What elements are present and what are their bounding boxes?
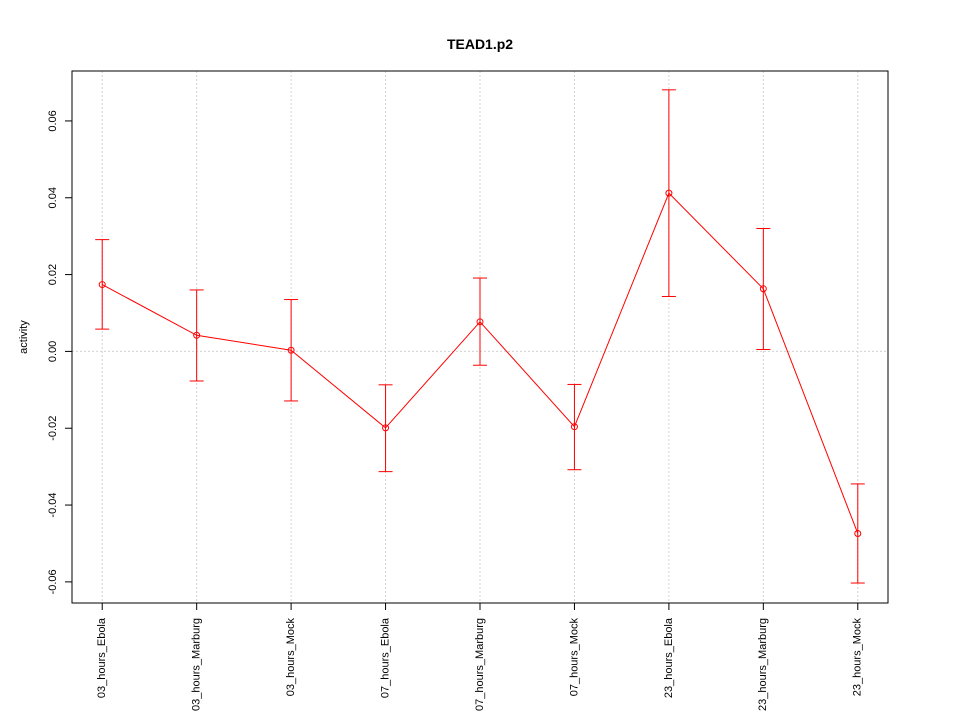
y-tick-label: 0.06 <box>47 110 59 131</box>
data-point <box>665 189 673 197</box>
x-tick-label: 03_hours_Mock <box>285 618 297 697</box>
data-point <box>759 285 767 293</box>
x-axis: 03_hours_Ebola 03_hours_Marburg 03_hours_M… <box>96 602 864 711</box>
y-tick-label: 0.00 <box>47 341 59 362</box>
y-tick-label: 0.02 <box>47 264 59 285</box>
data-point <box>476 318 484 326</box>
y-tick-label: -0.02 <box>47 416 59 441</box>
x-tick-label: 07_hours_Ebola <box>379 617 391 698</box>
series <box>95 89 865 584</box>
x-tick-label: 03_hours_Ebola <box>96 617 108 698</box>
x-tick-label: 23_hours_Ebola <box>663 617 675 698</box>
data-point <box>98 281 106 289</box>
y-axis: -0.06 -0.04 -0.02 0.00 0.02 0.04 0.06 <box>47 110 73 594</box>
x-tick-label: 23_hours_Mock <box>852 618 864 697</box>
y-axis-label: activity <box>18 320 30 354</box>
data-point <box>854 529 862 537</box>
x-tick-label: 03_hours_Marburg <box>191 618 203 711</box>
x-tick-label: 07_hours_Mock <box>568 618 580 697</box>
y-tick-label: -0.04 <box>47 493 59 518</box>
data-point <box>382 424 390 432</box>
chart-title: TEAD1.p2 <box>447 36 513 52</box>
y-tick-label: 0.04 <box>47 187 59 208</box>
y-tick-label: -0.06 <box>47 569 59 594</box>
data-point <box>287 346 295 354</box>
data-point <box>193 331 201 339</box>
data-point <box>570 423 578 431</box>
x-tick-label: 23_hours_Marburg <box>757 618 769 711</box>
x-tick-label: 07_hours_Marburg <box>474 618 486 711</box>
